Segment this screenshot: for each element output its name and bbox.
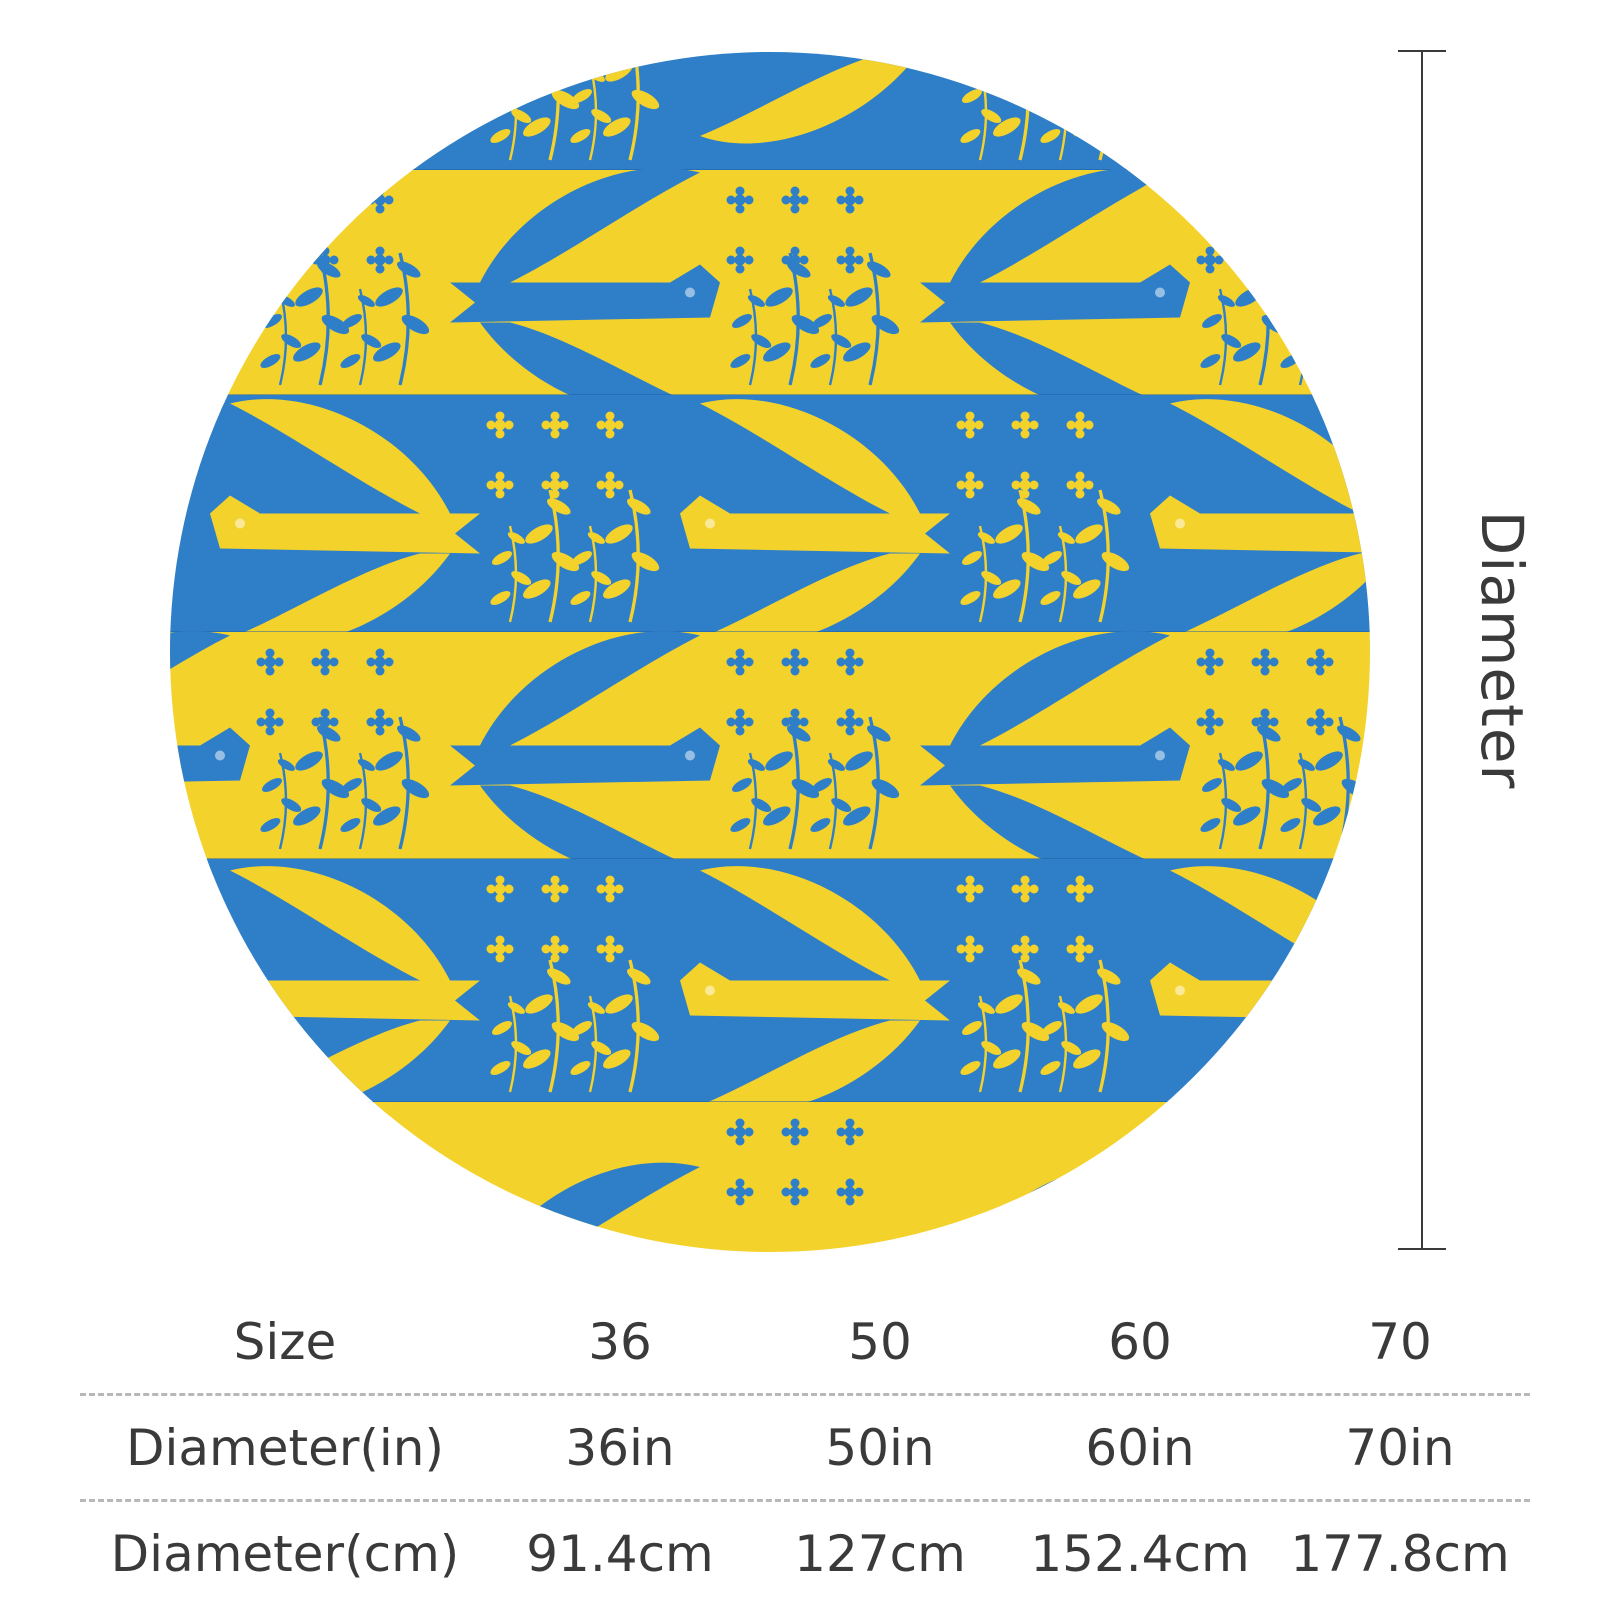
- diameter-cm-value: 91.4cm: [526, 1524, 714, 1583]
- dimension-label: Diameter: [1468, 510, 1536, 790]
- dimension-bottom-cap: [1398, 1248, 1446, 1250]
- diameter-in-value: 36in: [565, 1418, 675, 1477]
- dimension-line: [1421, 50, 1423, 1250]
- round-rug-image: [170, 52, 1370, 1252]
- diameter-in-label: Diameter(in): [125, 1418, 445, 1477]
- size-row: Size 36 50 60 70: [80, 1290, 1530, 1396]
- diameter-cm-row: Diameter(cm) 91.4cm 127cm 152.4cm 177.8c…: [80, 1502, 1530, 1605]
- size-value: 36: [588, 1312, 652, 1371]
- size-table: Size 36 50 60 70 Diameter(in) 36in 50in …: [80, 1290, 1530, 1605]
- size-row-label: Size: [233, 1312, 337, 1371]
- rug-pattern-svg: [170, 52, 1370, 1252]
- size-value: 60: [1108, 1312, 1172, 1371]
- diameter-in-row: Diameter(in) 36in 50in 60in 70in: [80, 1396, 1530, 1502]
- diameter-in-value: 70in: [1345, 1418, 1455, 1477]
- diameter-cm-value: 127cm: [794, 1524, 966, 1583]
- diameter-in-value: 60in: [1085, 1418, 1195, 1477]
- size-value: 70: [1368, 1312, 1432, 1371]
- rug-pattern-content: [170, 52, 1370, 1252]
- diameter-in-value: 50in: [825, 1418, 935, 1477]
- size-value: 50: [848, 1312, 912, 1371]
- diameter-cm-label: Diameter(cm): [110, 1524, 460, 1583]
- diameter-cm-value: 152.4cm: [1030, 1524, 1250, 1583]
- diameter-cm-value: 177.8cm: [1290, 1524, 1510, 1583]
